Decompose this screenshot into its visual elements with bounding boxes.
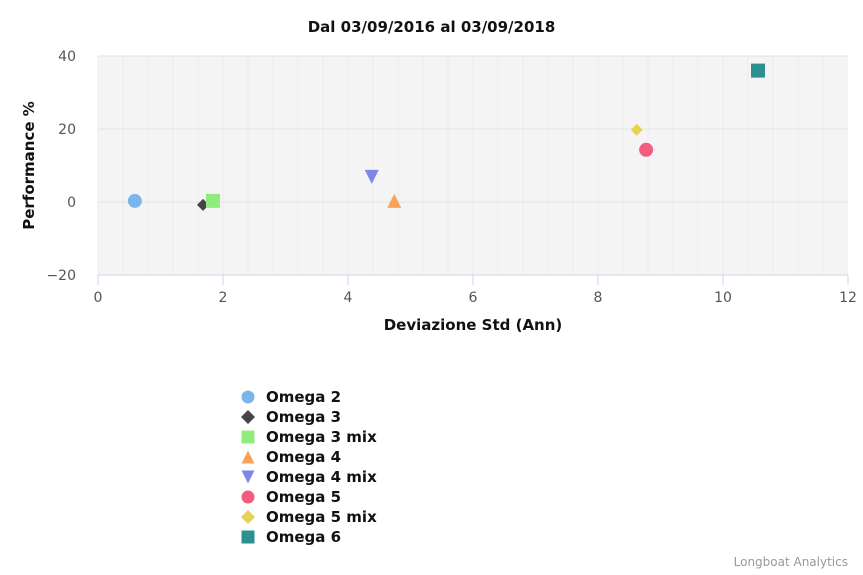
square-icon (241, 530, 255, 544)
circle-icon (241, 490, 255, 504)
x-tick-label: 0 (94, 290, 103, 306)
data-point-square-icon[interactable] (751, 63, 765, 78)
x-tick-label: 12 (839, 290, 857, 306)
data-point-triangle-down-icon[interactable] (364, 169, 379, 184)
x-tick-label: 4 (344, 290, 353, 306)
x-tick-label: 10 (714, 290, 732, 306)
square-icon (241, 430, 255, 444)
legend-item[interactable]: Omega 3 (240, 407, 377, 427)
legend: Omega 2 Omega 3 Omega 3 mix Omega 4 Omega 4 … (240, 387, 377, 547)
square-shape[interactable] (241, 530, 255, 544)
legend-item[interactable]: Omega 4 mix (240, 467, 377, 487)
circle-shape[interactable] (241, 490, 255, 504)
legend-label: Omega 4 mix (266, 468, 377, 486)
y-tick-label: −20 (46, 268, 76, 284)
x-axis-title: Deviazione Std (Ann) (384, 316, 563, 334)
triangle-shape[interactable] (241, 450, 255, 464)
x-tick-label: 6 (469, 290, 478, 306)
legend-label: Omega 2 (266, 388, 342, 406)
diamond-shape[interactable] (241, 510, 255, 524)
legend-label: Omega 5 (266, 488, 342, 506)
legend-label: Omega 6 (266, 528, 342, 546)
legend-item[interactable]: Omega 2 (240, 387, 377, 407)
data-point-diamond-icon[interactable] (630, 123, 643, 136)
legend-label: Omega 3 (266, 408, 342, 426)
legend-item[interactable]: Omega 4 (240, 447, 377, 467)
legend-label: Omega 5 mix (266, 508, 377, 526)
triangle-down-icon (241, 470, 255, 484)
circle-icon (241, 390, 255, 404)
circle-shape[interactable] (241, 390, 255, 404)
square-shape[interactable] (241, 430, 255, 444)
y-axis-title: Performance % (20, 101, 38, 230)
x-tick-label: 8 (594, 290, 603, 306)
credits-link[interactable]: Longboat Analytics (733, 555, 848, 569)
legend-label: Omega 4 (266, 448, 342, 466)
diamond-icon (241, 410, 255, 424)
diamond-shape[interactable] (241, 410, 255, 424)
data-point-circle-icon[interactable] (127, 193, 142, 208)
y-tick-label: 20 (58, 122, 76, 138)
y-tick-label: 0 (67, 195, 76, 211)
legend-label: Omega 3 mix (266, 428, 377, 446)
legend-item[interactable]: Omega 5 (240, 487, 377, 507)
chart-title: Dal 03/09/2016 al 03/09/2018 (307, 18, 556, 36)
diamond-icon (241, 510, 255, 524)
y-tick-label: 40 (58, 49, 76, 65)
data-point-square-icon[interactable] (206, 193, 220, 208)
data-point-circle-icon[interactable] (639, 142, 654, 157)
data-point-triangle-icon[interactable] (387, 193, 402, 208)
x-tick-label: 2 (219, 290, 228, 306)
triangle-icon (241, 450, 255, 464)
legend-item[interactable]: Omega 6 (240, 527, 377, 547)
legend-item[interactable]: Omega 3 mix (240, 427, 377, 447)
triangle-down-shape[interactable] (241, 470, 255, 484)
legend-item[interactable]: Omega 5 mix (240, 507, 377, 527)
